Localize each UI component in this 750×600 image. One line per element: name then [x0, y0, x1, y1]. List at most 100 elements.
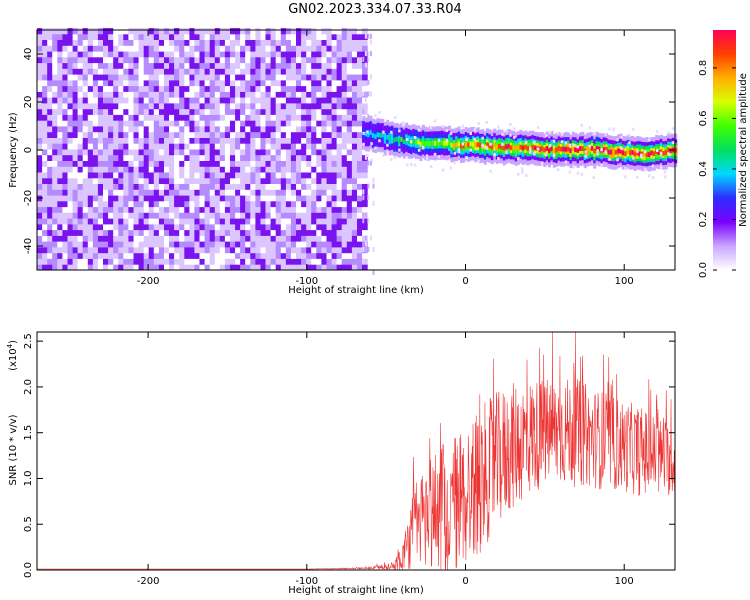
heatmap-cell	[184, 143, 190, 150]
heatmap-cell	[204, 154, 211, 161]
heatmap-cell	[265, 45, 272, 52]
heatmap-cell	[57, 154, 63, 161]
heatmap-cell	[108, 97, 114, 104]
heatmap-cell	[560, 140, 564, 144]
heatmap-cell	[656, 130, 659, 133]
heatmap-cell	[357, 154, 363, 161]
heatmap-cell	[169, 258, 175, 265]
heatmap-cell	[245, 131, 251, 138]
heatmap-cell	[52, 45, 58, 52]
heatmap-cell	[42, 91, 48, 98]
heatmap-cell	[189, 28, 196, 35]
heatmap-cell	[199, 126, 206, 133]
heatmap-cell	[245, 51, 251, 58]
heatmap-cell	[316, 177, 322, 184]
heatmap-cell	[536, 126, 540, 130]
heatmap-cell	[204, 218, 211, 225]
heatmap-cell	[108, 120, 114, 127]
heatmap-cell	[255, 74, 262, 81]
heatmap-cell	[153, 206, 160, 213]
heatmap-cell	[179, 137, 185, 144]
heatmap-cell	[123, 223, 129, 231]
heatmap-cell	[357, 264, 363, 271]
heatmap-cell	[204, 131, 211, 138]
snr-x-label: Height of straight line (km)	[288, 585, 424, 596]
heatmap-cell	[341, 264, 348, 271]
heatmap-cell	[57, 258, 63, 265]
heatmap-cell	[540, 146, 544, 152]
heatmap-cell	[184, 97, 190, 104]
heatmap-cell	[92, 241, 99, 248]
heatmap-cell	[290, 177, 297, 184]
heatmap-cell	[230, 126, 236, 133]
heatmap-cell	[489, 169, 492, 173]
heatmap-cell	[357, 218, 363, 225]
heatmap-cell	[123, 33, 129, 40]
heatmap-cell	[57, 241, 63, 248]
heatmap-cell	[214, 28, 221, 35]
heatmap-cell	[321, 126, 328, 133]
heatmap-cell	[265, 172, 272, 179]
heatmap-cell	[230, 28, 236, 35]
heatmap-cell	[153, 183, 160, 190]
heatmap-cell	[671, 141, 675, 145]
heatmap-cell	[148, 235, 155, 242]
heatmap-cell	[321, 68, 328, 75]
heatmap-cell	[580, 172, 584, 176]
heatmap-cell	[62, 247, 69, 254]
heatmap-cell	[311, 183, 317, 190]
heatmap-cell	[265, 218, 272, 225]
heatmap-cell	[108, 85, 114, 92]
heatmap-cell	[260, 131, 267, 138]
heatmap-cell	[133, 39, 140, 46]
heatmap-cell	[311, 247, 317, 254]
heatmap-cell	[72, 247, 79, 254]
heatmap-cell	[419, 141, 423, 147]
heatmap-cell	[331, 229, 338, 236]
colorbar-label: Normalized spectral amplitude	[738, 73, 749, 227]
heatmap-cell	[214, 103, 221, 110]
heatmap-cell	[250, 79, 256, 87]
heatmap-cell	[250, 212, 256, 219]
heatmap-cell	[52, 160, 58, 167]
heatmap-cell	[113, 149, 119, 156]
heatmap-cell	[245, 264, 251, 271]
heatmap-cell	[501, 132, 504, 136]
heatmap-cell	[351, 235, 358, 242]
heatmap-cell	[398, 138, 402, 144]
heatmap-cell	[265, 241, 272, 248]
heatmap-cell	[260, 45, 267, 52]
colorbar-tick-label: 0.8	[698, 60, 709, 76]
heatmap-cell	[128, 33, 135, 40]
heatmap-cell	[118, 247, 124, 254]
snr-y-tick-label: 2.0	[23, 379, 34, 395]
heatmap-cell	[260, 149, 267, 156]
heatmap-cell	[52, 206, 58, 213]
heatmap-cell	[513, 135, 516, 139]
heatmap-cell	[301, 258, 307, 265]
heatmap-cell	[57, 137, 63, 144]
heatmap-cell	[164, 74, 170, 81]
heatmap-cell	[209, 91, 216, 98]
heatmap-cell	[148, 264, 155, 271]
heatmap-cell	[128, 79, 135, 87]
heatmap-cell	[296, 137, 302, 144]
heatmap-cell	[47, 166, 53, 173]
heatmap-cell	[580, 123, 584, 127]
heatmap-cell	[113, 33, 119, 40]
heatmap-cell	[280, 131, 287, 138]
heatmap-cell	[113, 212, 119, 219]
heatmap-cell	[67, 195, 74, 202]
heatmap-cell	[72, 154, 79, 161]
heatmap-cell	[357, 172, 363, 179]
heatmap-cell	[296, 114, 302, 121]
heatmap-cell	[265, 235, 272, 242]
heatmap-cell	[108, 223, 114, 231]
heatmap-cell	[194, 85, 201, 92]
heatmap-cell	[265, 166, 272, 173]
heatmap-cell	[351, 258, 358, 265]
heatmap-cell	[351, 177, 358, 184]
heatmap-cell	[199, 206, 206, 213]
heatmap-cell	[123, 212, 129, 219]
heatmap-cell	[285, 206, 292, 213]
